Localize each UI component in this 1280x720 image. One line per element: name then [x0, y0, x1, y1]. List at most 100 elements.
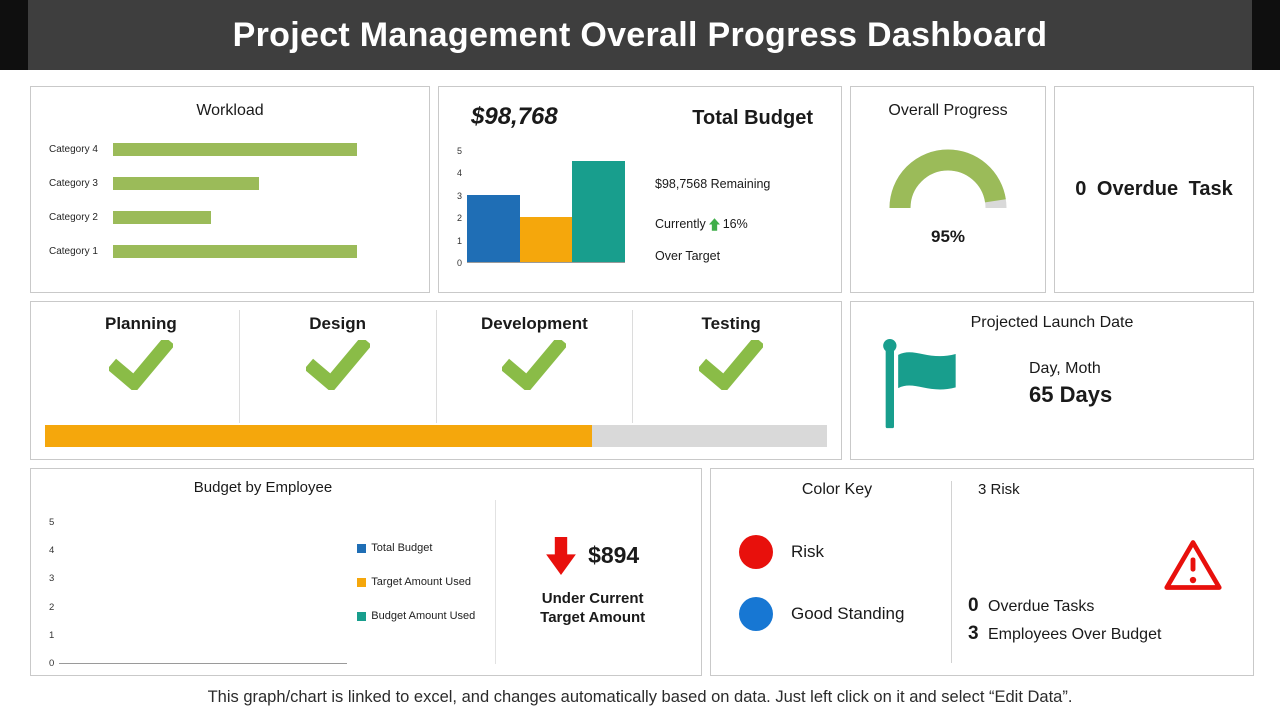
up-arrow-icon	[708, 217, 720, 231]
workload-category-label: Category 2	[49, 211, 98, 223]
workload-row: Category 2	[49, 200, 411, 234]
phase-testing: Testing	[632, 310, 829, 423]
legend-item: Budget Amount Used	[357, 610, 495, 622]
budget-currently-line: Currently 16%	[655, 217, 770, 231]
workload-bar	[113, 210, 212, 224]
launch-text: Day, Moth 65 Days	[1029, 360, 1112, 408]
phase-development: Development	[435, 310, 633, 423]
budget-remaining-text: $98,7568 Remaining	[655, 177, 771, 191]
color-key-item: Good Standing	[739, 597, 951, 631]
axis-tick-label: 2	[49, 601, 55, 613]
overall-progress-panel: Overall Progress 95%	[850, 86, 1046, 293]
workload-bar-track	[113, 176, 411, 190]
total-budget-bar	[519, 217, 573, 262]
axis-tick-label: 4	[457, 168, 463, 179]
launch-title: Projected Launch Date	[970, 314, 1134, 331]
checkmark-icon	[107, 336, 175, 393]
phases-panel: Planning Design Development Testing	[30, 301, 842, 460]
phase-planning: Planning	[43, 310, 239, 423]
color-key-dot	[739, 535, 773, 569]
color-key-title: Color Key	[801, 481, 873, 498]
delta-value: $894	[588, 542, 640, 568]
checkmark-icon	[697, 336, 765, 393]
workload-row: Category 4	[49, 132, 411, 166]
color-key-left: Color Key Risk Good Standing	[723, 479, 951, 665]
phase-progress-bar[interactable]	[45, 425, 827, 447]
phase-design: Design	[238, 310, 436, 423]
workload-row: Category 3	[49, 166, 411, 200]
legend-swatch	[357, 611, 367, 621]
color-key-items: Risk Good Standing	[723, 535, 951, 631]
page-title: Project Management Overall Progress Dash…	[232, 15, 1048, 54]
y-axis-labels: 5 4 3 2 1 0	[457, 146, 467, 268]
checkmark-icon	[303, 336, 372, 393]
budget-by-employee-chart[interactable]: 5 4 3 2 1 0	[43, 500, 348, 669]
launch-days: 65 Days	[1029, 382, 1113, 407]
workload-category-label: Category 1	[49, 245, 98, 257]
axis-tick-label: 5	[49, 517, 55, 528]
color-key-item: Risk	[739, 535, 951, 569]
phase-label: Development	[481, 314, 588, 333]
color-key-dot	[739, 597, 773, 631]
overall-progress-gauge[interactable]: 95%	[859, 136, 1037, 247]
axis-tick-label: 1	[49, 629, 55, 641]
workload-bar-track	[113, 210, 411, 224]
legend-item: Target Amount Used	[357, 576, 495, 588]
axis-tick-label: 4	[49, 545, 55, 557]
budget-by-employee-title: Budget by Employee	[193, 479, 333, 496]
axis-tick-label: 2	[457, 213, 463, 224]
delta-top: $894	[546, 536, 640, 575]
header-edge-left	[0, 0, 28, 70]
workload-bar	[113, 176, 260, 190]
down-arrow-icon	[546, 536, 576, 575]
total-budget-panel: $98,768 Total Budget 5 4 3 2 1 0 $98,7568 Rem…	[438, 86, 842, 293]
workload-bar-track	[113, 244, 411, 258]
budget-by-employee-bars	[59, 521, 348, 664]
header: Project Management Overall Progress Dash…	[0, 0, 1280, 70]
over-target-text: Over Target	[655, 249, 721, 263]
axis-tick-label: 0	[49, 657, 55, 669]
legend-label: Total Budget	[371, 542, 433, 554]
legend-item: Total Budget	[357, 542, 495, 554]
total-budget-chart[interactable]: 5 4 3 2 1 0	[457, 141, 626, 268]
gauge-chart	[889, 149, 1007, 209]
total-budget-bar	[572, 161, 625, 262]
risk-stat-label: Overdue Tasks	[988, 598, 1095, 615]
workload-title: Workload	[196, 102, 264, 119]
axis-tick-label: 3	[49, 573, 55, 585]
risk-stat-label: Employees Over Budget	[988, 626, 1162, 643]
axis-tick-label: 5	[457, 146, 463, 156]
overdue-task-panel: 0 Overdue Task	[1054, 86, 1254, 293]
phase-columns: Planning Design Development Testing	[43, 310, 829, 423]
legend-label: Budget Amount Used	[371, 610, 476, 622]
overall-progress-title: Overall Progress	[888, 102, 1008, 119]
phase-label: Testing	[701, 314, 761, 333]
divider	[951, 481, 952, 663]
legend-swatch	[357, 543, 367, 553]
launch-date-panel: Projected Launch Date Day, Moth 65 Days	[850, 301, 1254, 460]
budget-delta: $894 Under Current Target Amount	[495, 500, 689, 664]
total-budget-info: $98,7568 Remaining Currently 16% Over Ta…	[655, 141, 770, 263]
overdue-task-text: 0 Overdue Task	[1075, 178, 1233, 200]
workload-chart[interactable]: Category 4 Category 3 Category 2 Category 1	[49, 132, 411, 268]
color-key-label: Good Standing	[791, 604, 905, 623]
color-key-panel: Color Key Risk Good Standing 3 Risk 0 Over…	[710, 468, 1254, 676]
workload-bar	[113, 244, 358, 258]
header-edge-right	[1252, 0, 1280, 70]
risk-stat-value: 0	[968, 595, 979, 616]
currently-label: Currently	[655, 217, 706, 231]
workload-bar	[113, 142, 358, 156]
phase-label: Planning	[104, 314, 177, 333]
axis-tick-label: 0	[457, 257, 463, 268]
total-budget-bar	[467, 194, 520, 262]
risk-stat-value: 3	[968, 623, 979, 644]
legend-label: Target Amount Used	[371, 576, 471, 588]
gauge-value: 95%	[930, 227, 966, 246]
total-budget-title: Total Budget	[692, 107, 813, 129]
axis-tick-label: 1	[457, 235, 463, 246]
legend-swatch	[357, 577, 367, 587]
bbe-legend: Total Budget Target Amount Used Budget Amo…	[357, 500, 495, 664]
delta-caption: Under Current Target Amount	[540, 589, 646, 627]
